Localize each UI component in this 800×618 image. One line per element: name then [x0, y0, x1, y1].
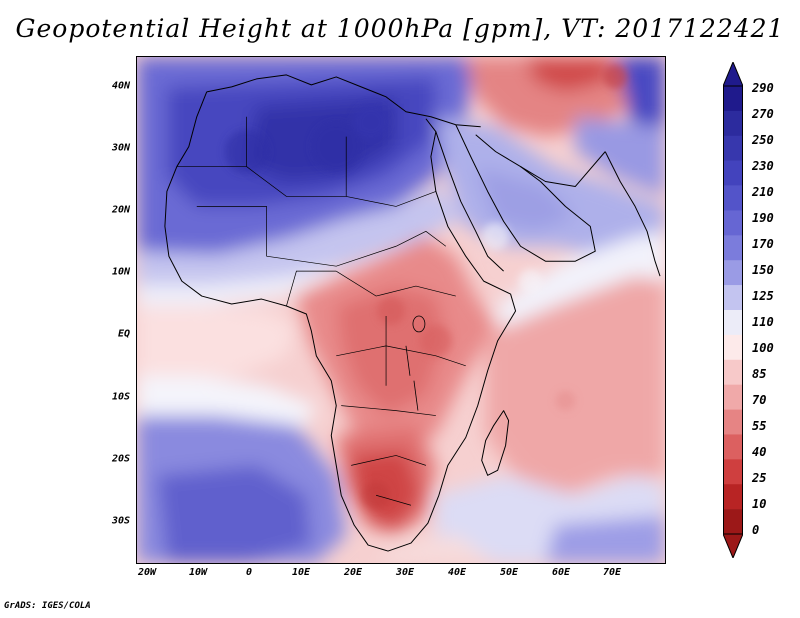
colorbar-segment	[723, 409, 743, 435]
colorbar-label: 40	[752, 445, 767, 459]
x-tick-label: 10E	[291, 567, 311, 578]
coastlines	[164, 74, 661, 552]
colorbar-label: 170	[752, 237, 774, 251]
colorbar-label: 210	[752, 185, 774, 199]
colorbar-segment	[723, 509, 743, 535]
lakes	[405, 315, 426, 411]
colorbar-label: 125	[752, 289, 774, 303]
colorbar-segment	[723, 260, 743, 286]
colorbar-segment	[723, 359, 743, 385]
x-tick-label: 60E	[551, 567, 571, 578]
colorbar-segment	[723, 484, 743, 510]
colorbar-segment	[723, 135, 743, 161]
x-tick-label: 50E	[499, 567, 519, 578]
colorbar-segment	[723, 110, 743, 137]
x-tick-label: 70E	[602, 567, 622, 578]
colorbar-label: 85	[752, 367, 767, 381]
colorbar-label: 0	[752, 523, 760, 537]
map-panel	[136, 56, 666, 564]
colorbar-label: 250	[752, 133, 774, 147]
x-tick-label: 10W	[188, 567, 208, 578]
colorbar-segment	[723, 384, 743, 410]
x-tick-label: 20E	[343, 567, 363, 578]
chart-title: Geopotential Height at 1000hPa [gpm], VT…	[15, 14, 785, 43]
colorbar-segment	[723, 86, 743, 112]
colorbar-segment	[723, 185, 743, 211]
country-borders	[176, 116, 466, 506]
y-tick-label: 10S	[111, 391, 130, 403]
x-tick-label: 20W	[137, 567, 157, 578]
y-tick-label: EQ	[117, 328, 130, 340]
colorbar-label: 70	[752, 393, 767, 407]
colorbar-segment	[723, 459, 743, 485]
colorbar-segment	[723, 160, 743, 186]
colorbar-segment	[723, 285, 743, 311]
x-tick-label: 0	[245, 567, 253, 578]
x-tick-label: 40E	[447, 567, 467, 578]
colorbar-label: 150	[752, 263, 774, 277]
map-svg	[137, 57, 665, 563]
credit-text: GrADS: IGES/COLA	[4, 601, 91, 611]
colorbar-arrow-top	[723, 62, 743, 87]
colorbar-segment	[723, 434, 743, 460]
colorbar-label: 190	[752, 211, 774, 225]
colorbar-segment	[723, 310, 743, 336]
y-tick-label: 30S	[111, 515, 130, 527]
colorbar-segment	[723, 334, 743, 361]
colorbar-label: 290	[752, 81, 774, 95]
colorbar-label: 100	[752, 341, 774, 355]
colorbar-segment	[723, 235, 743, 261]
y-tick-label: 30N	[111, 142, 130, 154]
colorbar-segment	[723, 210, 743, 236]
colorbar-label: 55	[752, 419, 767, 433]
colorbar	[723, 62, 743, 558]
y-tick-label: 20N	[111, 204, 130, 216]
y-tick-label: 20S	[111, 453, 130, 465]
colorbar-label: 25	[752, 471, 767, 485]
y-tick-label: 10N	[111, 266, 130, 278]
colorbar-arrow-bottom	[723, 533, 743, 558]
colorbar-label: 10	[752, 497, 767, 511]
y-tick-label: 40N	[111, 80, 130, 92]
colorbar-label: 230	[752, 159, 774, 173]
colorbar-label: 270	[752, 107, 774, 121]
x-tick-label: 30E	[395, 567, 415, 578]
colorbar-label: 110	[752, 315, 774, 329]
